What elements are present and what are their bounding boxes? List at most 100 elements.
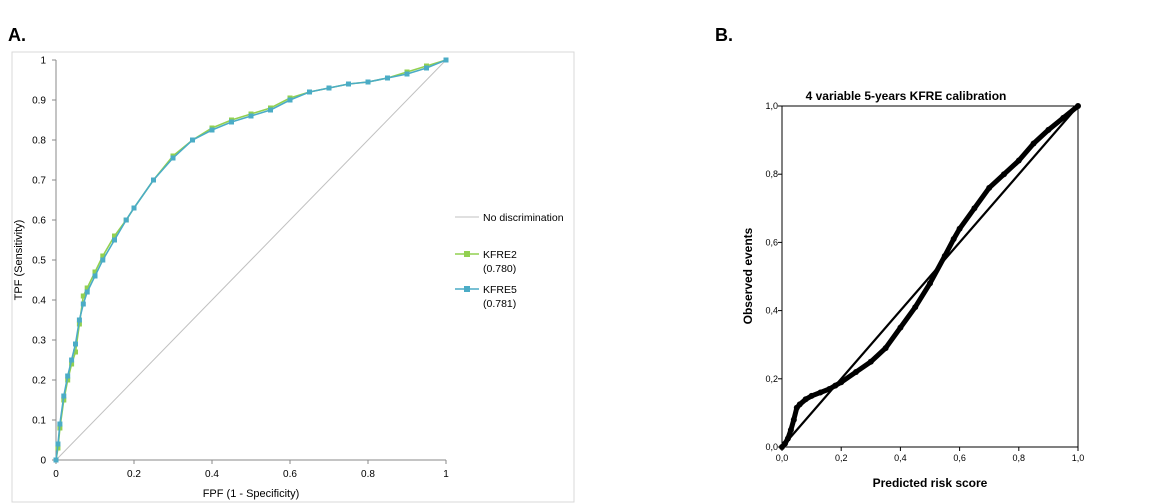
b-calibration-point [826, 386, 833, 393]
legend-label-kfre5-auc: (0.781) [483, 298, 516, 310]
a-y-tick-label: 0.6 [32, 216, 46, 227]
b-y-tick-label: 0,2 [765, 374, 778, 384]
b-calibration-point [787, 426, 794, 433]
a-data-point-kfre5 [112, 237, 117, 243]
legend-swatch-kfre2-marker [464, 251, 470, 257]
legend-label-no-discrimination: No discrimination [483, 212, 564, 224]
a-data-point-kfre5 [100, 257, 106, 263]
b-calibration-point [790, 416, 797, 423]
b-calibration-point [986, 184, 993, 191]
b-calibration-point [802, 396, 809, 403]
a-data-point-kfre5 [170, 155, 176, 161]
b-calibration-point [1015, 157, 1022, 164]
b-y-axis-title: Observed events [741, 227, 755, 324]
a-x-tick-label: 0.2 [127, 469, 141, 480]
b-calibration-point [912, 304, 919, 311]
a-data-point-kfre5 [248, 113, 254, 119]
legend-label-kfre5: KFRE5 [483, 284, 517, 296]
b-calibration-point [971, 205, 978, 212]
a-x-ticks: 0 0.2 0.4 0.6 0.8 1 [53, 460, 449, 480]
b-x-tick-label: 0,8 [1013, 453, 1026, 463]
a-data-point-kfre2 [112, 233, 117, 239]
a-x-tick-label: 0.4 [205, 469, 219, 480]
legend-label-kfre2-auc: (0.780) [483, 263, 516, 275]
a-series-line-no-discrimination [55, 59, 447, 461]
a-x-axis-title: FPF (1 - Specificity) [203, 488, 300, 500]
b-x-tick-label: 0,6 [953, 453, 966, 463]
a-data-point-kfre5 [346, 81, 351, 87]
a-data-point-kfre5 [55, 441, 61, 447]
a-data-point-kfre5 [131, 205, 137, 211]
a-data-point-kfre5 [69, 357, 75, 363]
b-chart-title: 4 variable 5-years KFRE calibration [806, 89, 1007, 103]
a-data-point-kfre5 [92, 273, 98, 279]
a-data-point-kfre5 [123, 217, 129, 223]
b-series-group [779, 103, 1081, 450]
a-data-point-kfre5 [57, 421, 63, 427]
a-y-tick-label: 0.7 [32, 176, 46, 187]
b-calibration-point [838, 379, 845, 386]
b-calibration-point [853, 368, 859, 375]
panel-a-roc-chart: 0 0.2 0.4 0.6 0.8 1 0 0.1 0.2 0.3 0.4 0.5 0.6 0.7 0.8… [11, 51, 575, 503]
a-data-point-kfre5 [365, 79, 371, 85]
a-y-tick-label: 0.8 [32, 136, 46, 147]
a-data-point-kfre2 [84, 285, 90, 291]
a-data-point-kfre5 [287, 97, 293, 103]
b-y-tick-label: 0,4 [765, 306, 778, 316]
a-data-point-kfre2 [69, 361, 75, 367]
b-x-tick-label: 0,2 [835, 453, 848, 463]
a-x-tick-label: 0.6 [283, 469, 297, 480]
b-y-tick-label: 1,0 [765, 101, 778, 111]
b-calibration-point [796, 401, 803, 408]
a-data-point-kfre5 [229, 119, 234, 125]
a-data-point-kfre5 [190, 137, 195, 143]
b-reference-line [781, 105, 1079, 448]
a-y-tick-label: 0 [40, 456, 46, 467]
b-calibration-point [781, 440, 788, 447]
b-calibration-point [927, 280, 933, 287]
b-calibration-point [897, 324, 904, 331]
a-data-point-kfre5 [307, 89, 312, 95]
a-data-point-kfre2 [100, 253, 106, 259]
legend-label-kfre2: KFRE2 [483, 249, 517, 261]
a-y-axis-title: TPF (Sensitivity) [13, 220, 25, 301]
a-y-tick-label: 0.5 [32, 256, 46, 267]
a-data-point-kfre5 [443, 57, 449, 63]
a-y-tick-label: 0.2 [32, 376, 46, 387]
b-calibration-point [867, 358, 874, 365]
panel-b-label: B. [715, 25, 733, 45]
a-data-point-kfre5 [53, 457, 59, 463]
b-calibration-point [950, 235, 957, 242]
a-y-tick-label: 0.3 [32, 336, 46, 347]
b-y-tick-label: 0,0 [765, 442, 778, 452]
a-data-point-kfre5 [151, 177, 156, 183]
panel-a-label: A. [8, 25, 26, 45]
b-x-tick-label: 0,4 [894, 453, 907, 463]
b-calibration-point [1045, 126, 1052, 133]
b-plot-frame [781, 105, 1079, 448]
b-calibration-point [882, 345, 889, 352]
a-data-point-kfre2 [73, 349, 78, 355]
a-data-point-kfre5 [80, 301, 86, 307]
b-calibration-point [784, 435, 791, 442]
a-y-tick-label: 0.4 [32, 296, 46, 307]
b-x-ticks: 0,0 0,2 0,4 0,6 0,8 1,0 [776, 447, 1084, 463]
a-series-group [53, 57, 449, 463]
a-y-tick-label: 1 [40, 56, 46, 67]
a-data-point-kfre5 [61, 393, 67, 399]
a-data-point-kfre5 [209, 127, 215, 133]
b-x-axis-title: Predicted risk score [873, 476, 988, 490]
b-y-ticks: 0,0 0,2 0,4 0,6 0,8 1,0 [765, 101, 782, 452]
a-data-point-kfre5 [84, 289, 90, 295]
b-y-tick-label: 0,8 [765, 169, 778, 179]
b-calibration-point [941, 253, 948, 260]
a-y-tick-label: 0.9 [32, 96, 46, 107]
a-data-point-kfre2 [92, 269, 98, 275]
b-x-tick-label: 0,0 [776, 453, 789, 463]
panel-b-calibration-chart: 0,0 0,2 0,4 0,6 0,8 1,0 0,0 0,2 0,4 0,6 0,8 1,0 4 … [741, 89, 1084, 490]
a-data-point-kfre5 [404, 71, 410, 77]
b-calibration-point [1001, 171, 1007, 178]
a-data-point-kfre5 [65, 373, 71, 379]
a-data-point-kfre5 [424, 65, 429, 71]
